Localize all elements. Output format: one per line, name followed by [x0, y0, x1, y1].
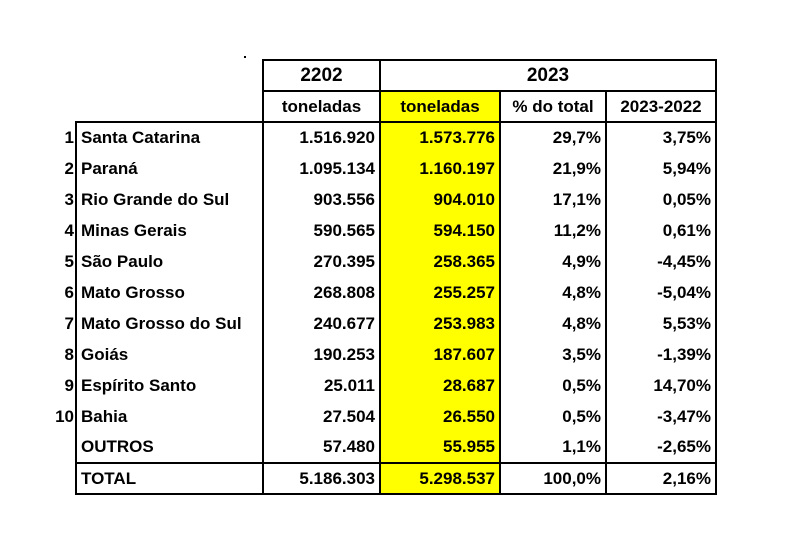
pct-total-cell: 4,8% [499, 277, 607, 308]
rank-cell [44, 463, 76, 494]
table-row: 3 Rio Grande do Sul 903.556 904.010 17,1% 0,0… [44, 184, 717, 215]
empty-corner [44, 91, 76, 122]
rank-cell [44, 432, 76, 463]
total-pct: 100,0% [499, 462, 607, 495]
table-row: 8 Goiás 190.253 187.607 3,5% -1,39% [44, 339, 717, 370]
table-row: 7 Mato Grosso do Sul 240.677 253.983 4,8% 5,5… [44, 308, 717, 339]
rank-cell: 2 [64, 158, 74, 178]
rank-cell: 3 [64, 189, 74, 209]
variation-cell: 14,70% [605, 370, 717, 401]
empty-corner [76, 60, 263, 91]
pct-total-cell: 17,1% [499, 184, 607, 215]
pct-total-cell: 29,7% [499, 121, 607, 153]
variation-cell: 3,75% [605, 121, 717, 153]
variation-cell: -2,65% [605, 432, 717, 464]
stray-dot [244, 56, 246, 58]
rank-cell: 9 [64, 375, 74, 395]
tonnage-2022-cell: 590.565 [262, 215, 381, 246]
pct-total-cell: 4,8% [499, 308, 607, 339]
tonnage-2022-cell: 240.677 [262, 308, 381, 339]
table-row: 6 Mato Grosso 268.808 255.257 4,8% -5,04% [44, 277, 717, 308]
state-cell: Mato Grosso do Sul [75, 308, 264, 339]
table-row: 2 Paraná 1.095.134 1.160.197 21,9% 5,94% [44, 153, 717, 184]
tonnage-2023-cell: 904.010 [379, 184, 501, 215]
variation-cell: 0,05% [605, 184, 717, 215]
state-cell: Espírito Santo [75, 370, 264, 401]
unit-header-row: toneladas toneladas % do total 2023-2022 [44, 90, 717, 123]
rank-cell: 6 [64, 282, 74, 302]
rank-cell: 1 [64, 127, 74, 147]
empty-corner [44, 60, 76, 91]
variation-header: 2023-2022 [605, 90, 717, 123]
tonnage-2022-cell: 1.516.920 [262, 121, 381, 153]
pct-total-cell: 0,5% [499, 370, 607, 401]
tonnage-2023-cell: 1.160.197 [379, 153, 501, 184]
state-cell: Mato Grosso [75, 277, 264, 308]
unit-2023-header: toneladas [379, 90, 501, 123]
variation-cell: 5,53% [605, 308, 717, 339]
pct-total-cell: 21,9% [499, 153, 607, 184]
empty-corner [76, 91, 263, 122]
rank-cell: 8 [64, 344, 74, 364]
variation-cell: -4,45% [605, 246, 717, 277]
pct-total-cell: 3,5% [499, 339, 607, 370]
tonnage-2023-cell: 55.955 [379, 432, 501, 464]
year-header-row: 2202 2023 [44, 59, 717, 92]
pct-total-header: % do total [499, 90, 607, 123]
pct-total-cell: 11,2% [499, 215, 607, 246]
state-cell: Goiás [75, 339, 264, 370]
pct-total-cell: 0,5% [499, 401, 607, 432]
table-row: 10 Bahia 27.504 26.550 0,5% -3,47% [44, 401, 717, 432]
total-variation: 2,16% [605, 462, 717, 495]
state-cell: São Paulo [75, 246, 264, 277]
variation-cell: -1,39% [605, 339, 717, 370]
year-2023-header: 2023 [379, 59, 717, 92]
table-row: 5 São Paulo 270.395 258.365 4,9% -4,45% [44, 246, 717, 277]
tonnage-2023-cell: 26.550 [379, 401, 501, 432]
state-cell: OUTROS [75, 432, 264, 464]
total-2023: 5.298.537 [379, 462, 501, 495]
production-table: 2202 2023 toneladas toneladas % do total… [44, 59, 717, 495]
tonnage-2023-cell: 28.687 [379, 370, 501, 401]
variation-cell: -3,47% [605, 401, 717, 432]
tonnage-2023-cell: 255.257 [379, 277, 501, 308]
state-cell: Minas Gerais [75, 215, 264, 246]
table-row: 1 Santa Catarina 1.516.920 1.573.776 29,7% 3,… [44, 121, 717, 153]
tonnage-2022-cell: 268.808 [262, 277, 381, 308]
tonnage-2023-cell: 1.573.776 [379, 121, 501, 153]
rank-cell: 10 [55, 406, 74, 426]
rank-cell: 7 [64, 313, 74, 333]
tonnage-2022-cell: 57.480 [262, 432, 381, 464]
pct-total-cell: 4,9% [499, 246, 607, 277]
tonnage-2023-cell: 253.983 [379, 308, 501, 339]
year-2022-header: 2202 [262, 59, 381, 92]
tonnage-2022-cell: 270.395 [262, 246, 381, 277]
table-row: OUTROS 57.480 55.955 1,1% -2,65% [44, 432, 717, 464]
tonnage-2022-cell: 25.011 [262, 370, 381, 401]
variation-cell: 5,94% [605, 153, 717, 184]
total-row: TOTAL 5.186.303 5.298.537 100,0% 2,16% [44, 462, 717, 495]
tonnage-2022-cell: 190.253 [262, 339, 381, 370]
total-label: TOTAL [75, 462, 264, 495]
table-row: 9 Espírito Santo 25.011 28.687 0,5% 14,70% [44, 370, 717, 401]
total-2022: 5.186.303 [262, 462, 381, 495]
tonnage-2023-cell: 187.607 [379, 339, 501, 370]
state-cell: Paraná [75, 153, 264, 184]
tonnage-2022-cell: 903.556 [262, 184, 381, 215]
tonnage-2023-cell: 258.365 [379, 246, 501, 277]
state-cell: Rio Grande do Sul [75, 184, 264, 215]
rank-cell: 4 [64, 220, 74, 240]
unit-2022-header: toneladas [262, 90, 381, 123]
state-cell: Santa Catarina [75, 121, 264, 153]
rank-cell: 5 [64, 251, 74, 271]
tonnage-2023-cell: 594.150 [379, 215, 501, 246]
tonnage-2022-cell: 1.095.134 [262, 153, 381, 184]
variation-cell: 0,61% [605, 215, 717, 246]
tonnage-2022-cell: 27.504 [262, 401, 381, 432]
pct-total-cell: 1,1% [499, 432, 607, 464]
variation-cell: -5,04% [605, 277, 717, 308]
table-row: 4 Minas Gerais 590.565 594.150 11,2% 0,61% [44, 215, 717, 246]
state-cell: Bahia [75, 401, 264, 432]
